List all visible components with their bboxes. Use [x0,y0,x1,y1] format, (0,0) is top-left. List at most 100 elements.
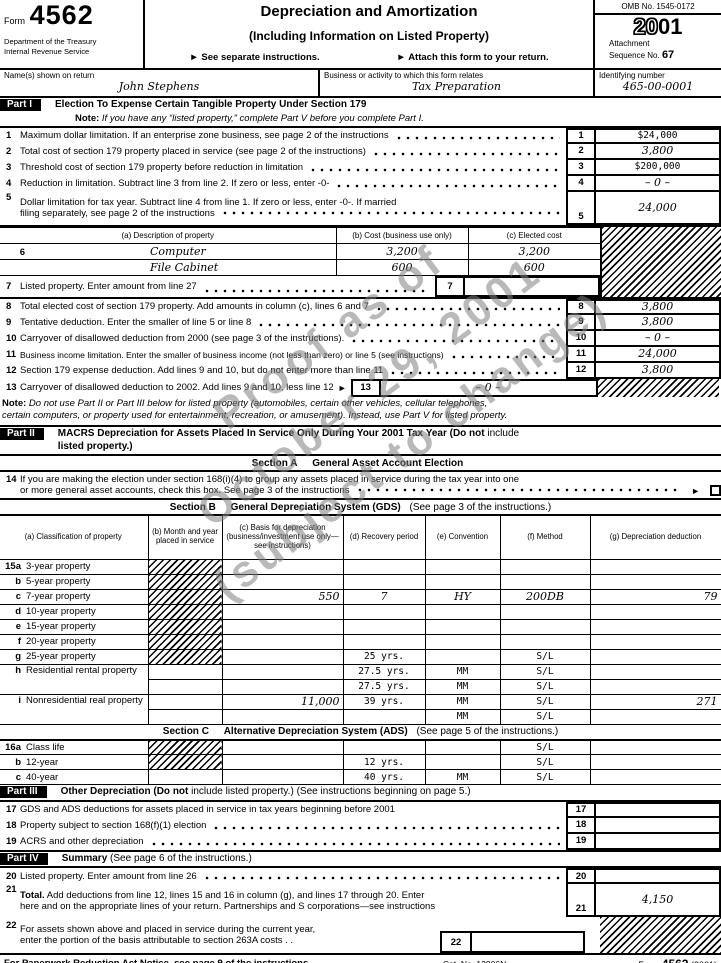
line-2-value[interactable]: 3,800 [596,143,721,160]
line-11: 11 Business income limitation. Enter the… [0,346,721,363]
property-desc-cell[interactable]: 6 Computer [0,242,337,260]
line-8-value[interactable]: 3,800 [596,298,721,315]
part1-note2: Note: Do not use Part II or Part III bel… [0,397,721,426]
identifying-number-value[interactable]: 465-00-0001 [622,80,694,93]
line-7-value[interactable] [465,275,600,297]
line-7-box: 7 [435,275,465,297]
line-9-value[interactable]: 3,800 [596,314,721,331]
line-3: 3 Threshold cost of section 179 property… [0,159,721,176]
col-convention-header: (e) Convention [424,514,501,560]
hatch-cell [147,573,223,590]
col-basis-header: (c) Basis for depreciation (business/inv… [221,514,344,560]
line-14: 14 If you are making the election under … [0,470,721,498]
line-3-value[interactable]: $200,000 [596,159,721,176]
form-footer: For Paperwork Reduction Act Notice, see … [0,953,721,963]
table-row-15a: 15a 3-year property [0,558,721,575]
note2-line2: certain computers, or property used for … [2,410,508,422]
line-11-text: Business income limitation. Enter the sm… [20,349,444,360]
general-asset-election-checkbox[interactable] [710,485,721,497]
line-4-value[interactable]: – 0 – [596,175,721,192]
dot-leader [151,841,560,847]
property-elected-cell[interactable]: 600 [467,258,600,276]
line-8-box: 8 [566,298,596,315]
line-21-value[interactable]: 4,150 [596,884,721,918]
arrow-right-icon: ► [337,382,347,393]
line-18-value[interactable] [596,817,721,834]
line-19-value[interactable] [596,833,721,850]
part1-chip: Part I [0,99,42,111]
col-month-year-header: (b) Month and year placed in service [147,514,223,560]
property-desc-cell[interactable]: File Cabinet [0,258,337,276]
line-20-value[interactable] [596,868,721,885]
recovery-16b: 12 yrs. [342,754,426,771]
convention-15c[interactable]: HY [424,588,501,605]
line-21: 21 Total. Add deductions from line 12, l… [0,884,721,918]
line-21-text: Total. Add deductions from line 12, line… [20,889,436,912]
line-22-value[interactable] [472,931,585,954]
col-method-header: (f) Method [499,514,591,560]
business-label: Business or activity to which this form … [324,71,484,80]
line-11-value[interactable]: 24,000 [596,346,721,363]
line-1-value[interactable]: $24,000 [596,127,721,144]
section-c-label: Section C [162,726,209,738]
section-c-title: Alternative Depreciation System (ADS) [223,726,408,738]
identity-row: Name(s) shown on return John Stephens Bu… [0,70,721,98]
line-13-value[interactable]: – 0 – [380,378,598,397]
hatch-cell [147,739,223,756]
section179-property-table: (a) Description of property (b) Cost (bu… [0,226,600,276]
method-15c[interactable]: 200DB [499,588,591,605]
line-9-text: Tentative deduction. Enter the smaller o… [20,317,252,328]
part3-lines: 17 GDS and ADS deductions for assets pla… [0,799,721,850]
col-cost-header: (b) Cost (business use only) [335,226,469,244]
dot-leader [204,288,429,294]
part3-bar: Part III Other Depreciation (Do not incl… [0,785,721,800]
basis-15i[interactable]: 11,000 [221,693,344,710]
part2-chip: Part II [0,428,44,441]
note2-line1: Do not use Part II or Part III below for… [28,397,488,409]
recovery-15g: 25 yrs. [342,648,426,665]
part1-note: Note: If you have any “listed property,”… [75,112,424,124]
deduction-15c[interactable]: 79 [589,588,721,605]
name-value[interactable]: John Stephens [118,80,200,93]
line-17-box: 17 [566,801,596,818]
table-row-15c: c 7-year property 550 7 HY 200DB 79 [0,588,721,605]
recovery-15i1: 39 yrs. [342,693,426,710]
recovery-15c[interactable]: 7 [342,588,426,605]
dot-leader [259,322,560,328]
section-c-note: (See page 5 of the instructions.) [416,726,559,738]
line-1: 1 Maximum dollar limitation. If an enter… [0,127,721,144]
dot-leader [376,306,560,312]
property-elected-cell[interactable]: 3,200 [467,242,600,260]
dot-leader [352,338,560,344]
table-row: 6 Computer 3,200 3,200 [0,242,600,260]
line-10-value[interactable]: – 0 – [596,330,721,347]
recovery-15h1: 27.5 yrs. [342,663,426,680]
line-17-value[interactable] [596,801,721,818]
hatch-cell [147,558,223,575]
line-12-value[interactable]: 3,800 [596,362,721,379]
dot-leader [337,183,560,189]
line-14-text1: If you are making the election under sec… [20,474,520,486]
line-12-text: Section 179 expense deduction. Add lines… [20,365,384,376]
basis-15c[interactable]: 550 [221,588,344,605]
part2-bar: Part II MACRS Depreciation for Assets Pl… [0,425,721,454]
table-row-15g: g 25-year property 25 yrs. S/L [0,648,721,665]
line-5-value[interactable]: 24,000 [596,191,721,225]
line-5: 5 Dollar limitation for tax year. Subtra… [0,191,721,225]
line-14-row2: or more general asset accounts, check th… [0,485,721,497]
business-value[interactable]: Tax Preparation [412,80,501,93]
section-c-header: Section C Alternative Depreciation Syste… [0,725,721,739]
hatch-line22 [600,917,721,954]
dot-leader [357,488,682,494]
see-instructions-note: ► See separate instructions. [189,52,320,63]
tax-year: 2001 [595,14,721,40]
footer-form-id: Form 4562 (2001) [638,957,717,963]
line-17-text: GDS and ADS deductions for assets placed… [20,804,395,816]
macrs-gds-table: (a) Classification of property (b) Month… [0,514,721,725]
property-cost-cell[interactable]: 600 [335,258,469,276]
property-cost-cell[interactable]: 3,200 [335,242,469,260]
deduction-15i[interactable]: 271 [589,693,721,710]
dot-leader [204,876,560,882]
table-row-16b: b 12-year 12 yrs. S/L [0,754,721,771]
identifying-number-field: Identifying number 465-00-0001 [595,70,721,96]
